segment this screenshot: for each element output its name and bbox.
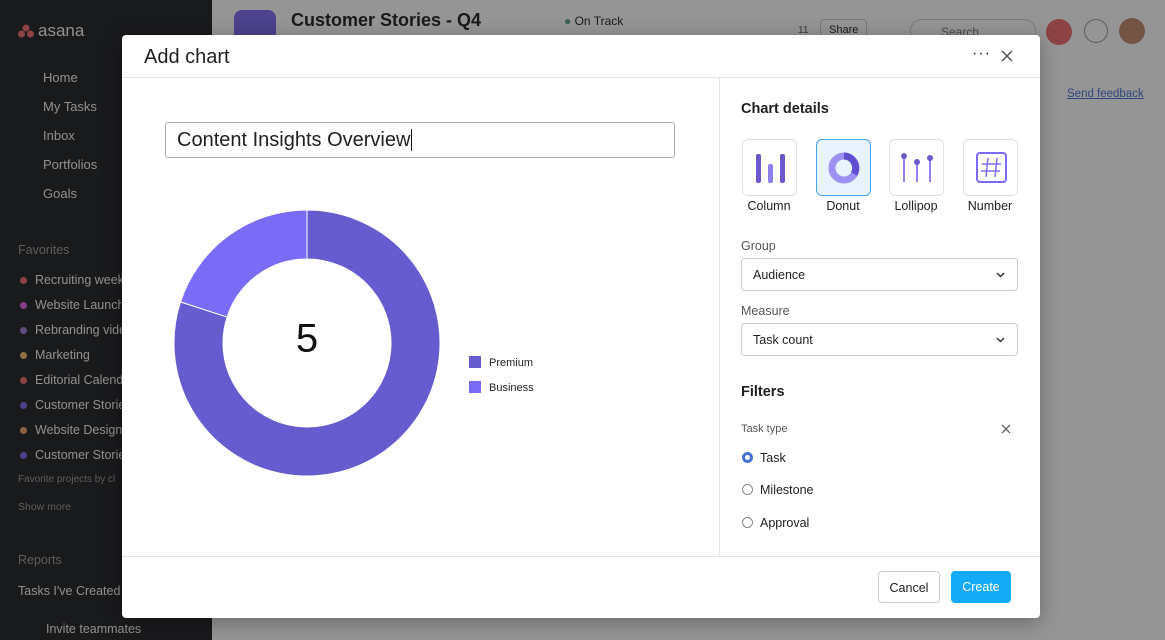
- group-select[interactable]: Audience: [741, 258, 1018, 291]
- group-value: Audience: [753, 268, 806, 282]
- cancel-button[interactable]: Cancel: [878, 571, 940, 603]
- legend-swatch: [469, 381, 481, 393]
- favorite-item[interactable]: Recruiting week: [35, 273, 124, 287]
- favorite-dot: [20, 302, 27, 309]
- favorite-item[interactable]: Website Launch: [35, 298, 125, 312]
- filters-title: Filters: [741, 384, 785, 400]
- show-more[interactable]: Show more: [18, 501, 72, 513]
- chart-type-label: Column: [747, 199, 791, 213]
- chart-name-input[interactable]: Content Insights Overview: [165, 122, 675, 158]
- chart-name: Content Insights Overview: [177, 129, 411, 151]
- add-chart-modal: Add chart ··· Content Insights Overview …: [122, 35, 1040, 618]
- favorite-dot: [20, 377, 27, 384]
- chart-type-label: Lollipop: [894, 199, 938, 213]
- favorite-dot: [20, 327, 27, 334]
- chart-type-tile[interactable]: [963, 139, 1018, 196]
- member-count: 11: [798, 25, 809, 36]
- help-button[interactable]: [1084, 19, 1108, 43]
- radio[interactable]: [742, 484, 753, 495]
- legend-label: Business: [489, 382, 534, 394]
- group-label: Group: [741, 239, 776, 253]
- divider: [719, 78, 720, 556]
- send-feedback[interactable]: Send feedback: [1067, 88, 1144, 100]
- nav-item[interactable]: Inbox: [43, 128, 75, 143]
- favorite-dot: [20, 452, 27, 459]
- measure-label: Measure: [741, 304, 790, 318]
- measure-value: Task count: [753, 333, 813, 347]
- chart-type-tile[interactable]: [889, 139, 944, 196]
- avatar[interactable]: [1119, 18, 1145, 44]
- chart-type-tile[interactable]: [816, 139, 871, 196]
- legend-label: Premium: [489, 357, 533, 369]
- project-title[interactable]: Customer Stories - Q4: [291, 10, 482, 30]
- radio-label: Milestone: [760, 483, 814, 497]
- favorites-note: Favorite projects by cl: [18, 474, 116, 485]
- donut-chart: 5 Premium Business: [173, 209, 534, 477]
- invite[interactable]: Invite teammates: [46, 622, 142, 636]
- donut-segment: [179, 209, 308, 318]
- status-text: On Track: [574, 14, 624, 28]
- nav-item[interactable]: Home: [43, 70, 78, 85]
- radio-label: Approval: [760, 516, 810, 530]
- chart-type-tile[interactable]: [742, 139, 797, 196]
- divider: [122, 77, 1040, 78]
- task-type-label: Task type: [741, 423, 788, 435]
- favorite-item[interactable]: Editorial Calend: [35, 373, 124, 387]
- logo: asana: [38, 21, 85, 40]
- favorite-item[interactable]: Customer Storie: [35, 398, 126, 412]
- favorite-item[interactable]: Rebranding vide: [35, 323, 127, 337]
- measure-select[interactable]: Task count: [741, 323, 1018, 356]
- donut-segment: [173, 209, 441, 477]
- center-label: 5: [296, 317, 318, 361]
- status[interactable]: ● On Track: [564, 14, 624, 28]
- chart-type-label: Donut: [826, 199, 860, 213]
- details-title: Chart details: [741, 101, 829, 117]
- radio[interactable]: [742, 517, 753, 528]
- radio[interactable]: [742, 452, 753, 463]
- nav-item[interactable]: My Tasks: [43, 99, 97, 114]
- report-item[interactable]: Tasks I've Created: [18, 584, 121, 598]
- reports-title: Reports: [18, 553, 62, 567]
- create-button[interactable]: Create: [951, 571, 1011, 603]
- favorite-item[interactable]: Customer Storie: [35, 448, 126, 462]
- legend-swatch: [469, 356, 481, 368]
- close-button[interactable]: [1001, 50, 1013, 62]
- nav-item[interactable]: Portfolios: [43, 157, 98, 172]
- favorite-item[interactable]: Marketing: [35, 348, 90, 362]
- remove-filter[interactable]: [1001, 424, 1011, 434]
- logo-icon: [18, 24, 34, 38]
- favorite-dot: [20, 352, 27, 359]
- radio-label: Task: [760, 451, 786, 465]
- favorites-title: Favorites: [18, 243, 70, 257]
- modal-title: Add chart: [144, 46, 230, 68]
- divider: [122, 556, 1040, 557]
- nav-item[interactable]: Goals: [43, 186, 77, 201]
- chart-type-label: Number: [967, 199, 1013, 213]
- favorite-item[interactable]: Website Design: [35, 423, 123, 437]
- favorite-dot: [20, 277, 27, 284]
- favorite-dot: [20, 427, 27, 434]
- favorite-dot: [20, 402, 27, 409]
- more-button[interactable]: ···: [972, 45, 991, 62]
- add-button[interactable]: [1046, 19, 1072, 45]
